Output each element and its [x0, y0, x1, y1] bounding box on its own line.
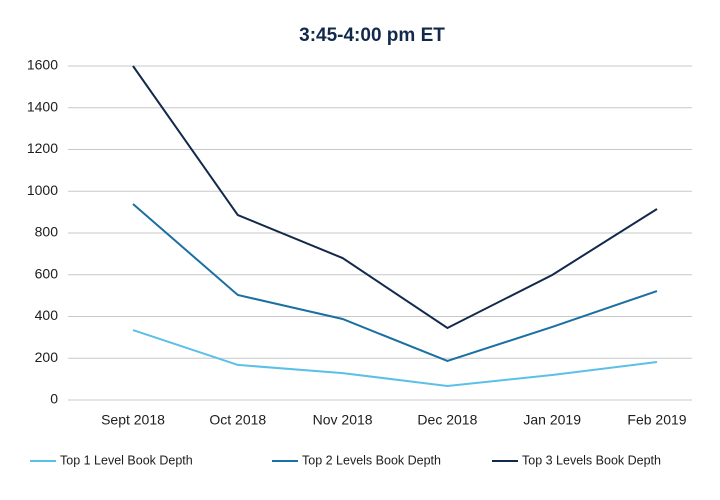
data-line	[132, 329, 658, 388]
x-tick-label: Dec 2018	[417, 412, 477, 428]
x-tick-label: Sept 2018	[101, 412, 165, 428]
x-tick-label: Oct 2018	[209, 412, 266, 428]
data-line	[132, 203, 658, 363]
legend-label: Top 1 Level Book Depth	[60, 453, 193, 467]
y-tick-label: 0	[50, 391, 58, 407]
x-tick-label: Feb 2019	[627, 412, 686, 428]
x-tick-label: Nov 2018	[313, 412, 373, 428]
y-tick-label: 400	[35, 307, 59, 323]
x-tick-label: Jan 2019	[523, 412, 581, 428]
y-tick-label: 1400	[27, 98, 58, 114]
y-tick-label: 1600	[27, 57, 58, 73]
chart-title: 3:45-4:00 pm ET	[299, 25, 445, 46]
legend-label: Top 3 Levels Book Depth	[522, 453, 661, 467]
y-tick-label: 1200	[27, 140, 58, 156]
y-tick-label: 200	[35, 349, 59, 365]
data-line	[132, 65, 658, 330]
legend-label: Top 2 Levels Book Depth	[302, 453, 441, 467]
y-tick-label: 800	[35, 224, 59, 240]
y-tick-label: 1000	[27, 182, 58, 198]
y-tick-label: 600	[35, 265, 59, 281]
